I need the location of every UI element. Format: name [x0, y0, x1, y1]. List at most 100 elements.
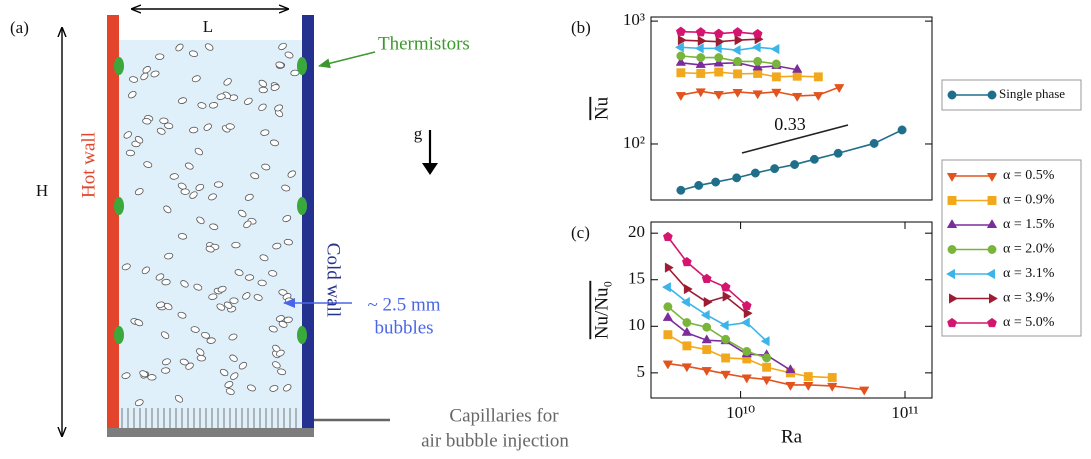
schematic: (a) L H g Hot wall Cold wall Thermistors…	[10, 9, 569, 451]
bubble	[160, 331, 170, 339]
bubble	[272, 242, 282, 250]
legend-label: α = 2.0%	[1003, 242, 1055, 257]
bubble	[275, 61, 285, 69]
data-point	[720, 282, 731, 292]
series-line	[667, 286, 768, 342]
bubble-size-label: ~ 2.5 mm	[367, 294, 440, 315]
bubble	[189, 126, 199, 134]
data-point	[732, 88, 743, 98]
bubble	[134, 399, 144, 407]
data-point	[792, 63, 803, 73]
bubble	[282, 215, 292, 223]
bubble	[272, 361, 281, 369]
data-point	[711, 177, 721, 187]
data-point	[680, 296, 690, 308]
bubble	[208, 102, 219, 109]
data-point	[751, 42, 761, 53]
data-point	[741, 374, 752, 384]
y-axis-label: Nu/Nu₀	[591, 281, 612, 339]
legend-label: α = 0.9%	[1003, 193, 1055, 208]
slope-label: 0.33	[774, 114, 806, 134]
thermistor	[297, 197, 307, 215]
data-point	[676, 185, 686, 195]
data-point	[771, 72, 781, 82]
data-point	[809, 154, 819, 164]
data-point	[762, 362, 772, 372]
data-point	[662, 231, 673, 242]
data-point	[752, 28, 763, 39]
data-point	[785, 381, 796, 391]
data-point	[785, 364, 796, 374]
data-point	[734, 34, 744, 46]
y-tick-label: 20	[628, 222, 645, 241]
bubble	[231, 241, 241, 249]
cold-wall	[302, 15, 314, 428]
data-point	[753, 68, 763, 78]
bubble	[134, 188, 144, 196]
bubble	[209, 223, 219, 231]
data-point	[663, 302, 673, 312]
panel-label: (a)	[10, 18, 29, 37]
bubble	[257, 279, 267, 287]
legend-label: Single phase	[999, 86, 1065, 101]
bubble	[156, 127, 166, 135]
data-point	[714, 53, 724, 63]
bubble	[123, 131, 133, 139]
bubble	[268, 270, 278, 277]
bubble	[161, 367, 171, 374]
data-point	[859, 386, 870, 396]
x-tick-label: 10¹⁰	[726, 403, 755, 422]
bubble	[180, 280, 189, 288]
data-point	[703, 296, 713, 308]
bubble	[208, 293, 218, 300]
bubble	[140, 72, 149, 81]
legend-marker	[949, 293, 958, 304]
data-point	[790, 160, 800, 170]
bubble	[225, 388, 235, 395]
bubble	[259, 254, 269, 262]
width-label: L	[203, 17, 213, 36]
capillaries-label: air bubble injection	[421, 430, 569, 451]
bubble	[281, 184, 291, 192]
bubble	[174, 394, 184, 403]
bubble	[175, 43, 184, 52]
bubble	[270, 139, 280, 147]
data-point	[695, 27, 706, 37]
bubble	[155, 53, 165, 60]
bubble	[278, 42, 287, 51]
data-point	[696, 53, 706, 63]
legend-marker	[989, 293, 998, 304]
bubble	[194, 147, 204, 156]
bubble	[204, 43, 214, 51]
data-point	[803, 381, 814, 391]
bubble	[128, 76, 139, 83]
bubble	[244, 193, 254, 201]
data-point	[719, 320, 729, 331]
data-point	[792, 92, 803, 102]
thermistor	[297, 57, 307, 75]
bubble	[238, 361, 248, 370]
thermistor	[297, 326, 307, 344]
data-point	[752, 90, 763, 100]
data-point	[675, 92, 687, 102]
gravity-label: g	[414, 124, 423, 143]
bubble	[230, 372, 239, 380]
bubble	[268, 325, 278, 333]
cold-wall-label: Cold wall	[323, 243, 344, 317]
hot-wall-label: Hot wall	[78, 132, 99, 198]
data-point	[742, 346, 752, 356]
data-point	[733, 69, 743, 79]
bubble	[223, 301, 233, 309]
bubble	[177, 97, 187, 104]
bubble	[238, 209, 247, 218]
data-point	[741, 300, 752, 310]
bubble	[163, 205, 172, 214]
thermistors-label: Thermistors	[378, 33, 470, 54]
bubble	[203, 123, 212, 131]
bubble	[196, 348, 205, 356]
data-point	[897, 125, 907, 135]
bubble	[258, 79, 268, 88]
data-point	[833, 148, 843, 158]
data-point	[771, 59, 781, 69]
series-line	[667, 362, 865, 391]
